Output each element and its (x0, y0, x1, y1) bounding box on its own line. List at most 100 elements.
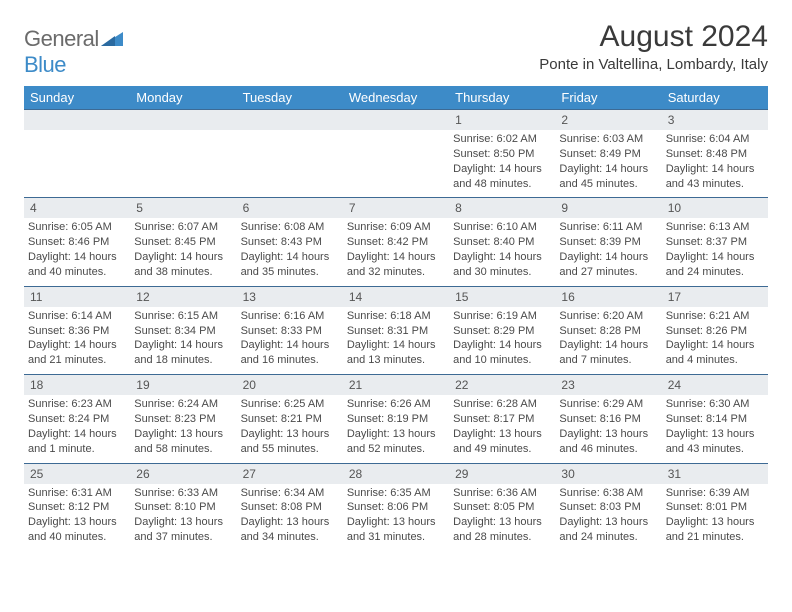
day-detail-cell: Sunrise: 6:13 AMSunset: 8:37 PMDaylight:… (662, 218, 768, 286)
day-detail-cell: Sunrise: 6:26 AMSunset: 8:19 PMDaylight:… (343, 395, 449, 463)
daylight-line1: Daylight: 13 hours (241, 427, 339, 442)
daylight-line1: Daylight: 13 hours (347, 515, 445, 530)
daylight-line1: Daylight: 14 hours (241, 250, 339, 265)
daylight-line2: and 10 minutes. (453, 353, 551, 368)
daylight-line2: and 49 minutes. (453, 442, 551, 457)
sunset-line: Sunset: 8:33 PM (241, 324, 339, 339)
daylight-line1: Daylight: 14 hours (28, 427, 126, 442)
day-number-cell: 25 (24, 463, 130, 484)
weekday-header-cell: Saturday (662, 86, 768, 110)
day-number-cell: 11 (24, 286, 130, 307)
day-number-cell (24, 110, 130, 131)
sunset-line: Sunset: 8:10 PM (134, 500, 232, 515)
sunset-line: Sunset: 8:17 PM (453, 412, 551, 427)
sunrise-line: Sunrise: 6:19 AM (453, 309, 551, 324)
sunset-line: Sunset: 8:24 PM (28, 412, 126, 427)
daylight-line2: and 40 minutes. (28, 265, 126, 280)
day-number-cell: 31 (662, 463, 768, 484)
sunrise-line: Sunrise: 6:20 AM (559, 309, 657, 324)
day-number-cell: 10 (662, 198, 768, 219)
sunset-line: Sunset: 8:08 PM (241, 500, 339, 515)
daylight-line2: and 38 minutes. (134, 265, 232, 280)
day-detail-cell: Sunrise: 6:36 AMSunset: 8:05 PMDaylight:… (449, 484, 555, 551)
week-daynum-row: 45678910 (24, 198, 768, 219)
day-detail-cell: Sunrise: 6:21 AMSunset: 8:26 PMDaylight:… (662, 307, 768, 375)
day-number-cell: 30 (555, 463, 661, 484)
daylight-line2: and 24 minutes. (559, 530, 657, 545)
sunset-line: Sunset: 8:39 PM (559, 235, 657, 250)
day-detail-cell: Sunrise: 6:23 AMSunset: 8:24 PMDaylight:… (24, 395, 130, 463)
day-number-cell: 16 (555, 286, 661, 307)
sunrise-line: Sunrise: 6:33 AM (134, 486, 232, 501)
daylight-line1: Daylight: 14 hours (241, 338, 339, 353)
day-detail-cell: Sunrise: 6:34 AMSunset: 8:08 PMDaylight:… (237, 484, 343, 551)
day-number-cell: 21 (343, 375, 449, 396)
day-number-cell: 5 (130, 198, 236, 219)
sunset-line: Sunset: 8:46 PM (28, 235, 126, 250)
day-detail-cell: Sunrise: 6:16 AMSunset: 8:33 PMDaylight:… (237, 307, 343, 375)
daylight-line1: Daylight: 14 hours (666, 338, 764, 353)
daylight-line1: Daylight: 14 hours (559, 338, 657, 353)
sunrise-line: Sunrise: 6:16 AM (241, 309, 339, 324)
sunrise-line: Sunrise: 6:08 AM (241, 220, 339, 235)
daylight-line1: Daylight: 13 hours (28, 515, 126, 530)
sunset-line: Sunset: 8:26 PM (666, 324, 764, 339)
day-number-cell: 4 (24, 198, 130, 219)
daylight-line2: and 43 minutes. (666, 442, 764, 457)
daylight-line1: Daylight: 13 hours (134, 427, 232, 442)
week-daynum-row: 123 (24, 110, 768, 131)
daylight-line1: Daylight: 14 hours (453, 162, 551, 177)
day-detail-cell: Sunrise: 6:38 AMSunset: 8:03 PMDaylight:… (555, 484, 661, 551)
day-detail-cell: Sunrise: 6:14 AMSunset: 8:36 PMDaylight:… (24, 307, 130, 375)
day-detail-cell: Sunrise: 6:29 AMSunset: 8:16 PMDaylight:… (555, 395, 661, 463)
day-number-cell: 14 (343, 286, 449, 307)
sunset-line: Sunset: 8:50 PM (453, 147, 551, 162)
day-detail-cell: Sunrise: 6:15 AMSunset: 8:34 PMDaylight:… (130, 307, 236, 375)
sunrise-line: Sunrise: 6:18 AM (347, 309, 445, 324)
day-number-cell: 22 (449, 375, 555, 396)
brand-part2: Blue (24, 52, 66, 77)
sunset-line: Sunset: 8:05 PM (453, 500, 551, 515)
day-number-cell: 24 (662, 375, 768, 396)
sunset-line: Sunset: 8:42 PM (347, 235, 445, 250)
daylight-line1: Daylight: 13 hours (453, 515, 551, 530)
daylight-line2: and 45 minutes. (559, 177, 657, 192)
daylight-line2: and 27 minutes. (559, 265, 657, 280)
day-detail-cell: Sunrise: 6:20 AMSunset: 8:28 PMDaylight:… (555, 307, 661, 375)
day-number-cell: 13 (237, 286, 343, 307)
daylight-line1: Daylight: 13 hours (666, 515, 764, 530)
week-detail-row: Sunrise: 6:31 AMSunset: 8:12 PMDaylight:… (24, 484, 768, 551)
logo-triangle-icon (101, 26, 123, 52)
brand-part1: General (24, 26, 99, 51)
sunrise-line: Sunrise: 6:14 AM (28, 309, 126, 324)
weekday-header: SundayMondayTuesdayWednesdayThursdayFrid… (24, 86, 768, 110)
daylight-line2: and 24 minutes. (666, 265, 764, 280)
sunset-line: Sunset: 8:43 PM (241, 235, 339, 250)
day-detail-cell: Sunrise: 6:19 AMSunset: 8:29 PMDaylight:… (449, 307, 555, 375)
daylight-line2: and 32 minutes. (347, 265, 445, 280)
sunrise-line: Sunrise: 6:07 AM (134, 220, 232, 235)
daylight-line1: Daylight: 13 hours (241, 515, 339, 530)
daylight-line2: and 48 minutes. (453, 177, 551, 192)
week-detail-row: Sunrise: 6:23 AMSunset: 8:24 PMDaylight:… (24, 395, 768, 463)
sunrise-line: Sunrise: 6:04 AM (666, 132, 764, 147)
day-number-cell: 28 (343, 463, 449, 484)
weekday-header-cell: Tuesday (237, 86, 343, 110)
week-daynum-row: 18192021222324 (24, 375, 768, 396)
daylight-line1: Daylight: 14 hours (347, 250, 445, 265)
day-detail-cell: Sunrise: 6:18 AMSunset: 8:31 PMDaylight:… (343, 307, 449, 375)
week-detail-row: Sunrise: 6:05 AMSunset: 8:46 PMDaylight:… (24, 218, 768, 286)
sunset-line: Sunset: 8:06 PM (347, 500, 445, 515)
sunset-line: Sunset: 8:48 PM (666, 147, 764, 162)
sunset-line: Sunset: 8:37 PM (666, 235, 764, 250)
daylight-line1: Daylight: 13 hours (666, 427, 764, 442)
day-number-cell: 27 (237, 463, 343, 484)
sunrise-line: Sunrise: 6:15 AM (134, 309, 232, 324)
week-detail-row: Sunrise: 6:02 AMSunset: 8:50 PMDaylight:… (24, 130, 768, 198)
day-detail-cell: Sunrise: 6:39 AMSunset: 8:01 PMDaylight:… (662, 484, 768, 551)
daylight-line1: Daylight: 14 hours (28, 338, 126, 353)
day-number-cell: 2 (555, 110, 661, 131)
daylight-line2: and 31 minutes. (347, 530, 445, 545)
daylight-line1: Daylight: 13 hours (347, 427, 445, 442)
sunset-line: Sunset: 8:21 PM (241, 412, 339, 427)
